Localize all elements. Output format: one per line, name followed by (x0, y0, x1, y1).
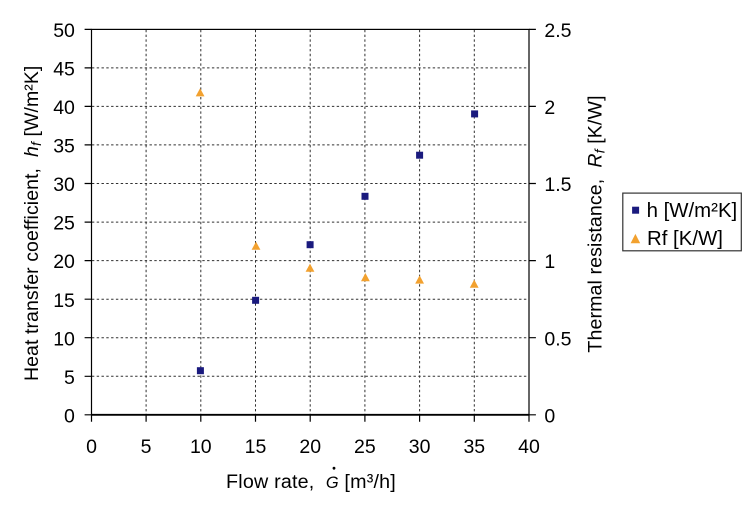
svg-text:10: 10 (53, 328, 75, 350)
svg-text:50: 50 (53, 20, 75, 42)
svg-text:25: 25 (53, 213, 75, 235)
svg-text:15: 15 (245, 436, 267, 458)
svg-text:2: 2 (544, 97, 555, 119)
svg-text:15: 15 (53, 290, 75, 312)
svg-text:25: 25 (354, 436, 376, 458)
svg-text:0: 0 (64, 405, 75, 427)
svg-text:1: 1 (544, 251, 555, 273)
svg-text:0: 0 (544, 405, 555, 427)
svg-text:35: 35 (463, 436, 485, 458)
svg-text:Thermal resistance, Rf [K/W]: Thermal resistance, Rf [K/W] (585, 95, 608, 352)
svg-text:45: 45 (53, 59, 75, 81)
svg-text:0: 0 (86, 436, 97, 458)
svg-text:1.5: 1.5 (544, 174, 571, 196)
svg-text:40: 40 (518, 436, 540, 458)
svg-text:30: 30 (53, 174, 75, 196)
svg-text:Flow rate, G [m³/h]: Flow rate, G [m³/h] (226, 471, 396, 493)
svg-text:20: 20 (299, 436, 321, 458)
svg-text:0.5: 0.5 (544, 328, 571, 350)
svg-text:Rf [K/W]: Rf [K/W] (647, 228, 723, 250)
svg-text:35: 35 (53, 136, 75, 158)
svg-text:h [W/m²K]: h [W/m²K] (647, 200, 738, 222)
svg-text:40: 40 (53, 97, 75, 119)
svg-text:10: 10 (190, 436, 212, 458)
svg-text:Heat transfer coefficient, hf: Heat transfer coefficient, hf [W/m²K] (21, 66, 44, 381)
svg-text:5: 5 (64, 367, 75, 389)
svg-text:5: 5 (141, 436, 152, 458)
svg-text:2.5: 2.5 (544, 20, 571, 42)
svg-text:30: 30 (409, 436, 431, 458)
svg-text:20: 20 (53, 251, 75, 273)
